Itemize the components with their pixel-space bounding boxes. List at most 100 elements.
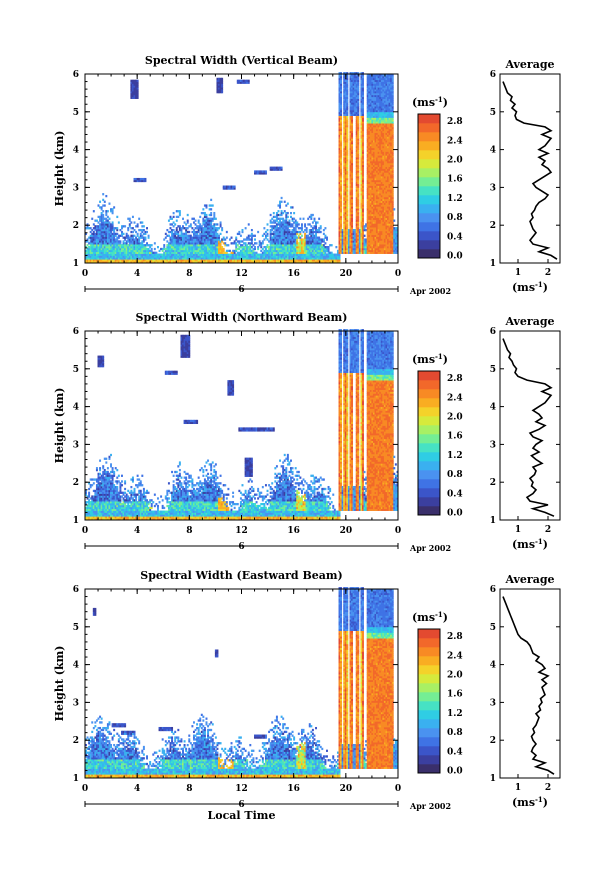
heatmap-cell [111,236,114,239]
heatmap-cell [304,255,307,258]
heatmap-cell [205,217,208,220]
heatmap-cell [250,232,253,236]
heatmap-cell [275,238,278,241]
heatmap-cell [219,91,222,94]
heatmap-cell [319,242,322,245]
heatmap-cell [238,259,241,262]
heatmap-cell [105,251,108,254]
heatmap-cell [252,255,255,258]
heatmap-cell [185,249,188,253]
heatmap-cell [135,249,138,253]
heatmap-cell [211,230,214,234]
heatmap-cell [280,244,283,247]
heatmap-cell [85,255,87,258]
heatmap-cell [185,245,188,249]
heatmap-cell [296,232,299,236]
heatmap-cell [89,240,92,243]
panel-title: Spectral Width (Vertical Beam) [145,54,338,67]
heatmap-cell [138,251,141,254]
heatmap-cell [142,257,145,260]
heatmap-cell [285,238,288,241]
heatmap-cell [163,244,166,247]
heatmap-cell [296,240,299,243]
heatmap-cell [97,234,100,237]
heatmap-cell [203,242,206,245]
heatmap-cell [114,247,117,251]
heatmap-cell [275,242,278,245]
heatmap-cell [241,249,244,253]
heatmap-cell [147,244,150,247]
heatmap-cell [326,245,328,249]
heatmap-cell [91,240,94,243]
heatmap-cell [257,257,260,260]
heatmap-cell [110,223,112,226]
heatmap-cell [171,261,174,264]
heatmap-cell [136,83,139,86]
heatmap-cell [304,236,307,239]
heatmap-cell [244,253,247,256]
heatmap-cell [307,261,310,264]
heatmap-cell [86,251,89,254]
heatmap-cell [211,255,214,258]
heatmap-cell [92,249,95,253]
heatmap-cell [103,236,106,239]
heatmap-cell [92,255,95,258]
heatmap-cell [310,253,313,256]
heatmap-cell [293,249,296,253]
heatmap-cell [139,232,142,236]
heatmap-cell [127,244,130,247]
heatmap-cell [105,194,108,198]
heatmap-cell [160,261,163,264]
heatmap-cell [161,261,164,264]
heatmap-cell [106,223,109,226]
heatmap-cell [300,238,303,241]
heatmap-cell [202,211,205,215]
heatmap-cell [91,253,94,256]
heatmap-cell [102,225,105,228]
heatmap-cell [131,238,134,241]
heatmap-cell [236,257,239,260]
heatmap-cell [128,257,131,260]
heatmap-cell [271,261,274,264]
heatmap-cell [174,244,177,247]
heatmap-cell [207,253,210,256]
heatmap-cell [304,259,307,262]
heatmap-cell [144,255,147,258]
heatmap-cell [210,259,213,262]
heatmap-cell [322,249,325,253]
heatmap-cell [327,245,330,249]
heatmap-cell [285,230,288,234]
heatmap-cell [178,210,181,213]
heatmap-cell [208,245,211,249]
heatmap-cell [102,242,105,245]
heatmap-cell [274,249,277,253]
heatmap-cell [161,257,164,260]
heatmap-cell [213,261,216,264]
heatmap-cell [205,245,208,249]
heatmap-cell [97,242,100,245]
heatmap-cell [208,219,211,222]
heatmap-cell [208,242,211,245]
heatmap-cell [293,240,296,243]
heatmap-cell [139,221,142,224]
heatmap-cell [111,245,114,249]
heatmap-cell [285,215,288,219]
heatmap-cell [285,211,288,215]
heatmap-cell [250,251,253,254]
heatmap-cell [131,89,134,92]
heatmap-cell [95,259,98,262]
heatmap-cell [103,217,106,220]
heatmap-cell [122,255,125,258]
heatmap-cell [302,253,305,256]
heatmap-cell [171,238,174,241]
heatmap-cell [155,255,158,258]
heatmap-cell [124,251,127,254]
heatmap-cell [290,245,292,249]
heatmap-cell [166,261,169,264]
heatmap-cell [290,251,292,254]
heatmap-cell [294,245,297,249]
heatmap-cell [197,242,200,245]
heatmap-cell [200,253,203,256]
heatmap-cell [189,261,192,264]
heatmap-cell [108,255,111,258]
